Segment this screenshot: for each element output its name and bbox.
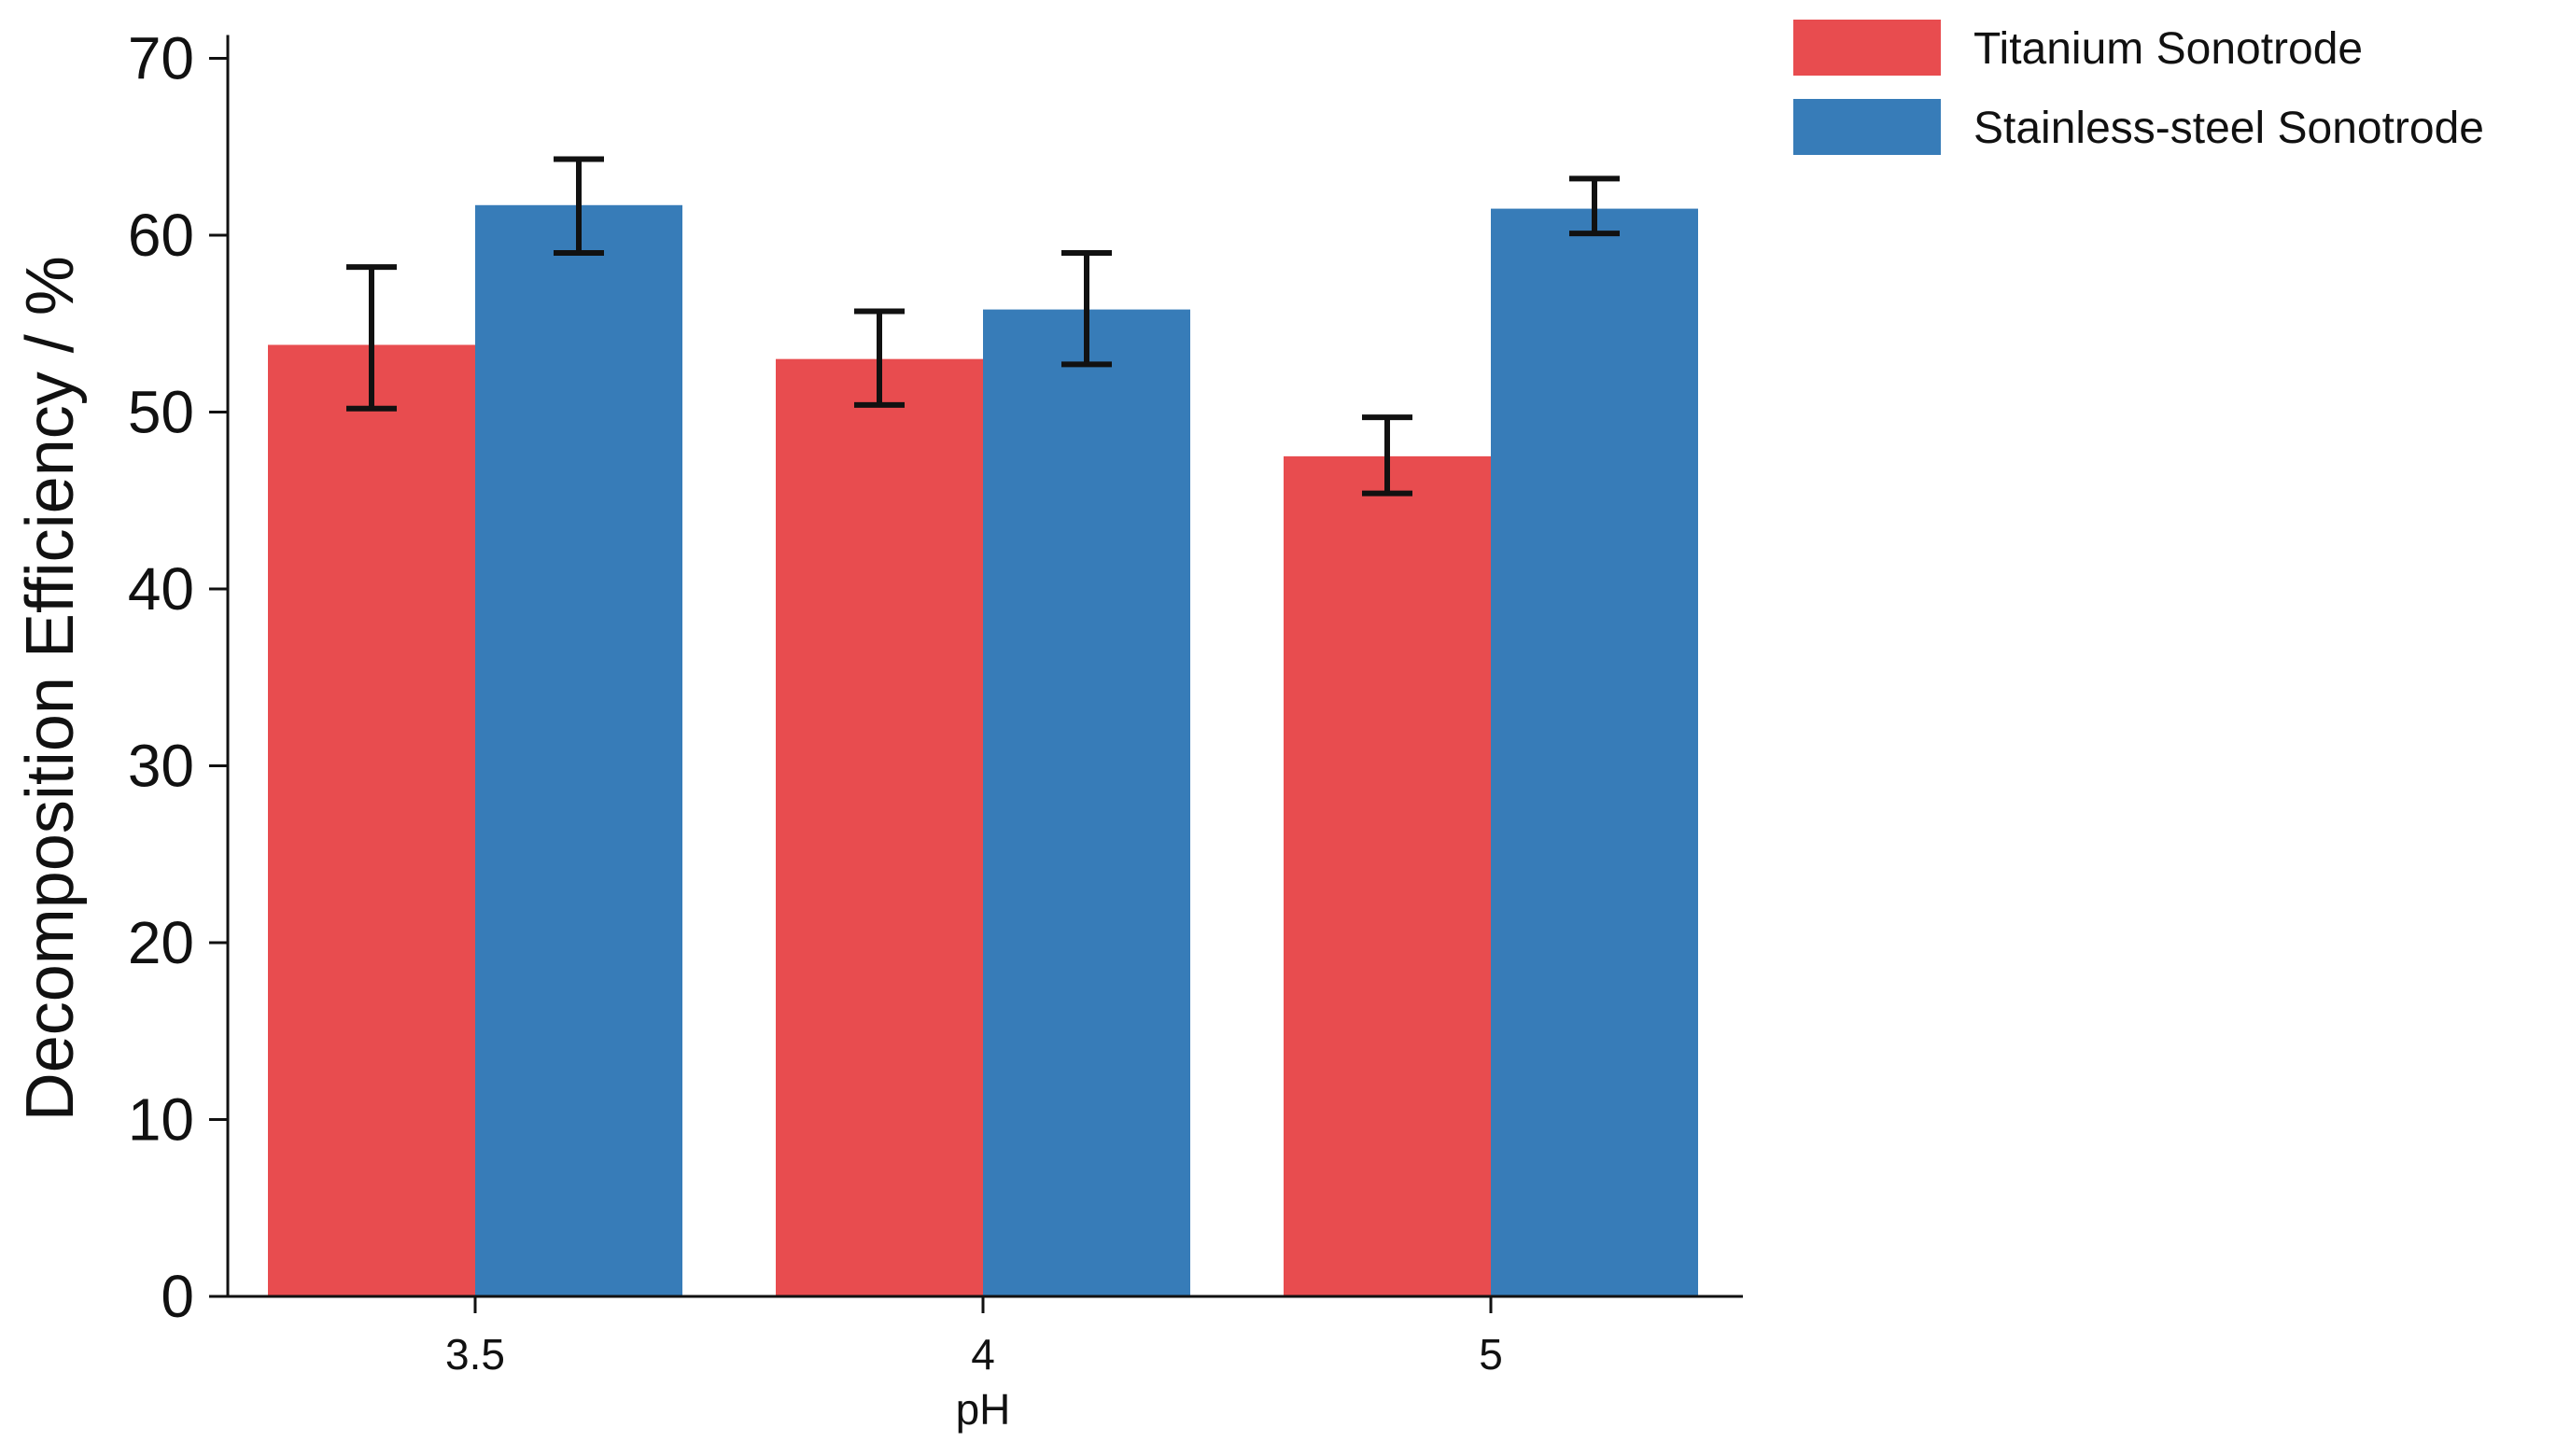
x-tick-label: 3.5 <box>445 1330 505 1379</box>
error-bar-titanium-0 <box>346 264 397 412</box>
bar-titanium-1 <box>776 358 983 1296</box>
legend-swatch <box>1793 20 1941 76</box>
error-bars-layer <box>346 156 1620 497</box>
y-tick-label: 70 <box>128 25 194 92</box>
axes-layer: 0 10 20 30 40 50 60 70 3.5 4 5 pH Decomposition Effi… <box>13 25 1743 1434</box>
error-bar-titanium-2 <box>1362 414 1412 497</box>
error-bar-titanium-1 <box>854 308 905 408</box>
y-tick-label: 40 <box>128 555 194 623</box>
y-tick-label: 0 <box>161 1263 194 1330</box>
legend: Titanium Sonotrode Stainless-steel Sonotr… <box>1793 20 2484 155</box>
y-tick-label: 10 <box>128 1086 194 1154</box>
bars-layer <box>268 204 1698 1297</box>
legend-label: Stainless-steel Sonotrode <box>1973 104 2484 153</box>
error-bar-stainless-1 <box>1061 249 1112 368</box>
y-tick-label: 20 <box>128 909 194 976</box>
error-bar-stainless-2 <box>1569 175 1620 237</box>
legend-swatch <box>1793 99 1941 155</box>
legend-item-titanium: Titanium Sonotrode <box>1793 20 2363 76</box>
y-tick-label: 50 <box>128 379 194 446</box>
y-tick-label: 30 <box>128 733 194 800</box>
x-tick-label: 4 <box>971 1330 995 1379</box>
bar-titanium-2 <box>1284 455 1491 1296</box>
error-bar-stainless-0 <box>554 156 604 256</box>
bar-stainless-1 <box>983 309 1190 1297</box>
x-tick-label: 5 <box>1479 1330 1503 1379</box>
bar-titanium-0 <box>268 344 475 1296</box>
y-axis-label: Decomposition Efficiency / % <box>13 256 88 1121</box>
x-axis-label: pH <box>956 1385 1011 1434</box>
legend-label: Titanium Sonotrode <box>1973 24 2363 74</box>
y-tick-label: 60 <box>128 202 194 269</box>
bar-stainless-0 <box>475 204 682 1296</box>
bar-stainless-2 <box>1491 208 1698 1297</box>
legend-item-stainless: Stainless-steel Sonotrode <box>1793 99 2484 155</box>
